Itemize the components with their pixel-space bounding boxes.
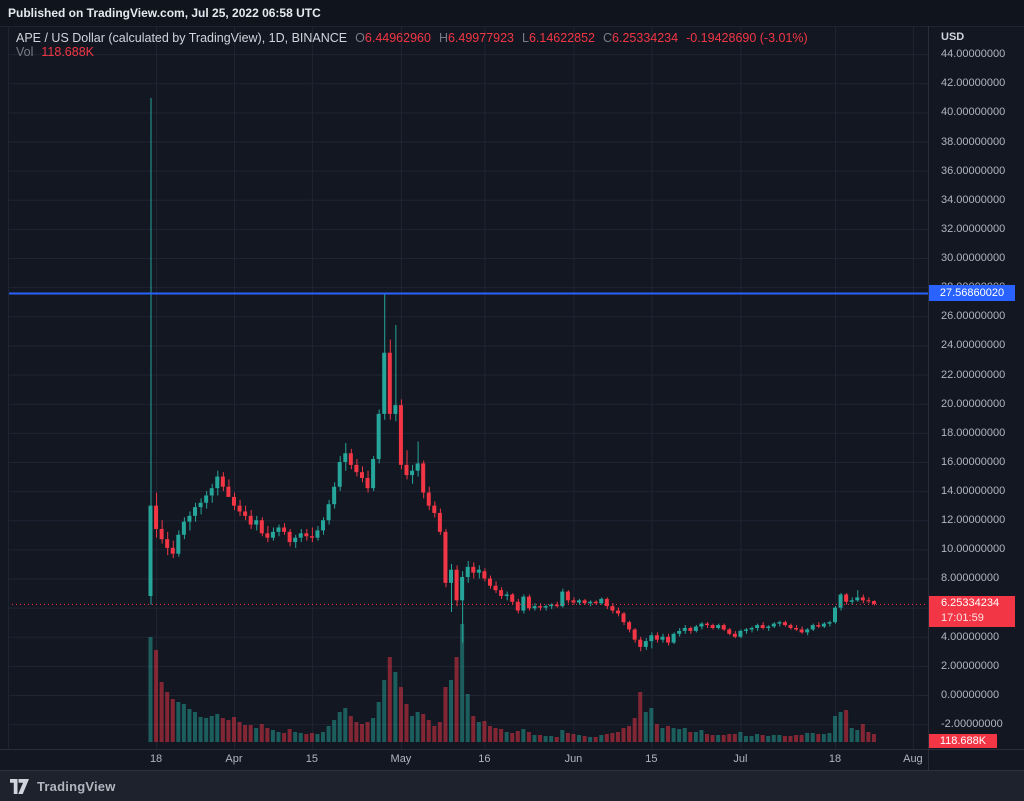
time-tick-label: 18 — [828, 753, 842, 765]
high-letter: H — [438, 31, 448, 45]
volume-axis-label: 118.688K — [929, 734, 997, 748]
time-tick-label: Jul — [733, 753, 748, 765]
price-tick-label: 38.00000000 — [941, 135, 1006, 148]
time-tick-label: 18 — [149, 753, 163, 765]
footer-bar: TradingView — [0, 770, 1024, 801]
time-tick-label: Jun — [564, 753, 583, 765]
high-value: 6.49977923 — [447, 31, 515, 45]
price-tick-label: 2.00000000 — [941, 659, 1000, 672]
symbol-title: APE / US Dollar (calculated by TradingVi… — [16, 31, 348, 45]
volume-series — [148, 624, 876, 742]
price-tick-label: 22.00000000 — [941, 368, 1006, 381]
time-tick-label: 16 — [478, 753, 491, 765]
price-tick-label: 8.00000000 — [941, 572, 1000, 585]
time-tick-label: Apr — [225, 753, 243, 765]
time-tick-label: Aug — [903, 753, 923, 765]
grid-lines — [8, 26, 928, 749]
price-tick-label: 44.00000000 — [941, 48, 1006, 61]
open-letter: O — [355, 31, 365, 45]
price-tick-label: 0.00000000 — [941, 689, 1000, 701]
price-tick-label: 34.00000000 — [941, 193, 1006, 206]
price-tick-label: 12.00000000 — [941, 514, 1006, 527]
price-tick-label: 36.00000000 — [941, 164, 1006, 177]
close-value: 6.25334234 — [612, 31, 679, 45]
change-value: -0.19428690 (-3.01%) — [686, 31, 808, 45]
price-tick-label: 24.00000000 — [941, 339, 1006, 352]
tradingview-logo-icon[interactable] — [10, 778, 29, 794]
price-tick-label: 42.00000000 — [941, 77, 1006, 90]
last-price-axis-label: 6.25334234 17:01:59 — [929, 595, 1015, 627]
price-axis-currency: USD — [941, 31, 965, 43]
price-tick-label: -2.00000000 — [941, 718, 1003, 731]
price-tick-label: 14.00000000 — [941, 485, 1006, 498]
price-tick-label: 32.00000000 — [941, 222, 1006, 235]
pane-borders — [0, 26, 1024, 770]
time-tick-label: 15 — [645, 753, 658, 765]
time-tick-label: 15 — [305, 753, 318, 765]
price-tick-label: 16.00000000 — [941, 455, 1006, 468]
candlestick-series — [148, 97, 876, 652]
price-tick-label: 4.00000000 — [941, 630, 1000, 643]
price-tick-label: 10.00000000 — [941, 543, 1006, 556]
low-value: 6.14622852 — [528, 31, 596, 45]
tradingview-brand-text[interactable]: TradingView — [37, 778, 116, 794]
overlay-lines — [8, 292, 928, 605]
candle-countdown: 17:01:59 — [941, 611, 984, 624]
last-price-value: 6.25334234 — [941, 596, 1000, 609]
price-tick-label: 20.00000000 — [941, 397, 1006, 410]
price-tick-label: 30.00000000 — [941, 252, 1006, 265]
price-tick-label: 40.00000000 — [941, 106, 1006, 119]
volume-value: 118.688K — [41, 45, 94, 59]
open-value: 6.44962960 — [364, 31, 431, 45]
volume-legend[interactable]: Vol 118.688K — [16, 45, 94, 59]
low-letter: L — [522, 31, 529, 45]
time-tick-label: May — [390, 753, 412, 765]
published-banner: Published on TradingView.com, Jul 25, 20… — [0, 0, 1024, 26]
price-tick-label: 26.00000000 — [941, 310, 1006, 323]
chart-legend[interactable]: APE / US Dollar (calculated by TradingVi… — [16, 31, 808, 45]
ath-price-axis-label: 27.56860020 — [929, 285, 1015, 302]
volume-label: Vol — [16, 45, 34, 59]
price-tick-label: 18.00000000 — [941, 426, 1006, 439]
close-letter: C — [603, 31, 613, 45]
